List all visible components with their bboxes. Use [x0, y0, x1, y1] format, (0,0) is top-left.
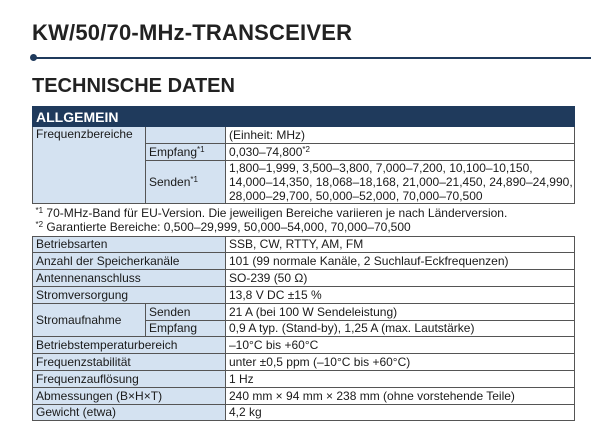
row-label: Abmessungen (B×H×T) [32, 386, 226, 405]
section-title: TECHNISCHE DATEN [32, 75, 235, 97]
label: Empfang [149, 144, 198, 159]
footnote-mark: *1 [197, 144, 205, 154]
footnote-mark: *1 [35, 205, 44, 215]
sub-label: Senden*1 [145, 159, 226, 204]
footnote-mark: *1 [190, 174, 198, 184]
row-label: Gewicht (etwa) [32, 403, 226, 421]
row-label [145, 126, 226, 144]
row: Frequenzauflösung 1 Hz [32, 369, 575, 388]
title: KW/50/70-MHz-TRANSCEIVER [32, 20, 353, 45]
row-label: Frequenzauflösung [32, 369, 226, 388]
note-text: Garantierte Bereiche: 0,500–29,999, 50,0… [46, 219, 411, 234]
row: Antennenanschluss SO-239 (50 Ω) [32, 269, 575, 287]
footnote-mark: *2 [35, 219, 44, 229]
row-value: 1 Hz [225, 369, 575, 388]
sub-label: Empfang*1 [145, 142, 226, 161]
row-value: 4,2 kg [225, 403, 575, 421]
sub-label: Senden [145, 302, 226, 321]
note-text: 70-MHz-Band für EU-Version. Die jeweilig… [46, 205, 508, 220]
row-value: unter ±0,5 ppm (–10°C bis +60°C) [225, 353, 575, 371]
row-label: Stromaufnahme [32, 302, 146, 338]
table-heading: ALLGEMEIN [32, 106, 575, 127]
row-label: Betriebstemperaturbereich [32, 336, 226, 355]
sub-label: Empfang [145, 319, 226, 338]
row: Betriebsarten SSB, CW, RTTY, AM, FM [32, 235, 575, 254]
rule-dot [30, 54, 37, 61]
row-value: 0,9 A typ. (Stand-by), 1,25 A (max. Laut… [225, 319, 575, 338]
row-value: 240 mm × 94 mm × 238 mm (ohne vorstehend… [225, 386, 575, 405]
value-line: 14,000–14,350, 18,068–18,168, 21,000–21,… [229, 174, 573, 189]
row: Anzahl der Speicherkanäle 101 (99 normale… [32, 252, 575, 271]
row: Empfang 0,9 A typ. (Stand-by), 1,25 A (ma… [33, 319, 575, 338]
row: Stromversorgung 13,8 V DC ±15 % [32, 285, 575, 304]
note: *1 70-MHz-Band für EU-Version. Die jewei… [36, 206, 572, 220]
rule [33, 57, 591, 59]
row: Abmessungen (B×H×T) 240 mm × 94 mm × 238 … [32, 386, 575, 405]
row-label: Stromversorgung [32, 285, 226, 304]
row-label: Frequenzstabilität [32, 353, 226, 371]
row-label: Anzahl der Speicherkanäle [32, 252, 226, 271]
value-line: 1,800–1,999, 3,500–3,800, 7,000–7,200, 1… [229, 160, 533, 175]
row-value: 0,030–74,800*2 [225, 142, 575, 161]
row-label: Antennenanschluss [32, 269, 226, 287]
row: Stromaufnahme Senden 21 A (bei 100 W Sende… [32, 302, 575, 338]
row-label: Betriebsarten [32, 235, 226, 254]
row: Betriebstemperaturbereich –10°C bis +60°C [32, 336, 575, 355]
row: Frequenzstabilität unter ±0,5 ppm (–10°C … [32, 353, 575, 371]
row-value: –10°C bis +60°C [225, 336, 575, 355]
row-value: 21 A (bei 100 W Sendeleistung) [225, 302, 575, 321]
row-value: SSB, CW, RTTY, AM, FM [225, 235, 575, 254]
value: 0,030–74,800 [229, 144, 303, 159]
row-value: (Einheit: MHz) [225, 126, 575, 144]
row: Gewicht (etwa) 4,2 kg [32, 403, 575, 421]
row-label: Frequenzbereiche [32, 126, 146, 204]
notes: *1 70-MHz-Band für EU-Version. Die jewei… [32, 202, 575, 237]
value-line: 28,000–29,700, 50,000–52,000, 70,000–70,… [229, 188, 483, 203]
spec-table: ALLGEMEIN Frequenzbereiche (Einheit: MHz… [32, 106, 575, 421]
row-value: 101 (99 normale Kanäle, 2 Suchlauf-Eckfr… [225, 252, 575, 271]
row-value: 13,8 V DC ±15 % [225, 285, 575, 304]
note: *2 Garantierte Bereiche: 0,500–29,999, 5… [36, 220, 572, 234]
rows: Betriebsarten SSB, CW, RTTY, AM, FM Anzahl… [32, 235, 575, 421]
footnote-mark: *2 [302, 144, 310, 154]
row-value: 1,800–1,999, 3,500–3,800, 7,000–7,200, 1… [225, 159, 575, 204]
label: Frequenzbereiche [36, 127, 133, 141]
label: Senden [149, 174, 191, 189]
row-value: SO-239 (50 Ω) [225, 269, 575, 287]
